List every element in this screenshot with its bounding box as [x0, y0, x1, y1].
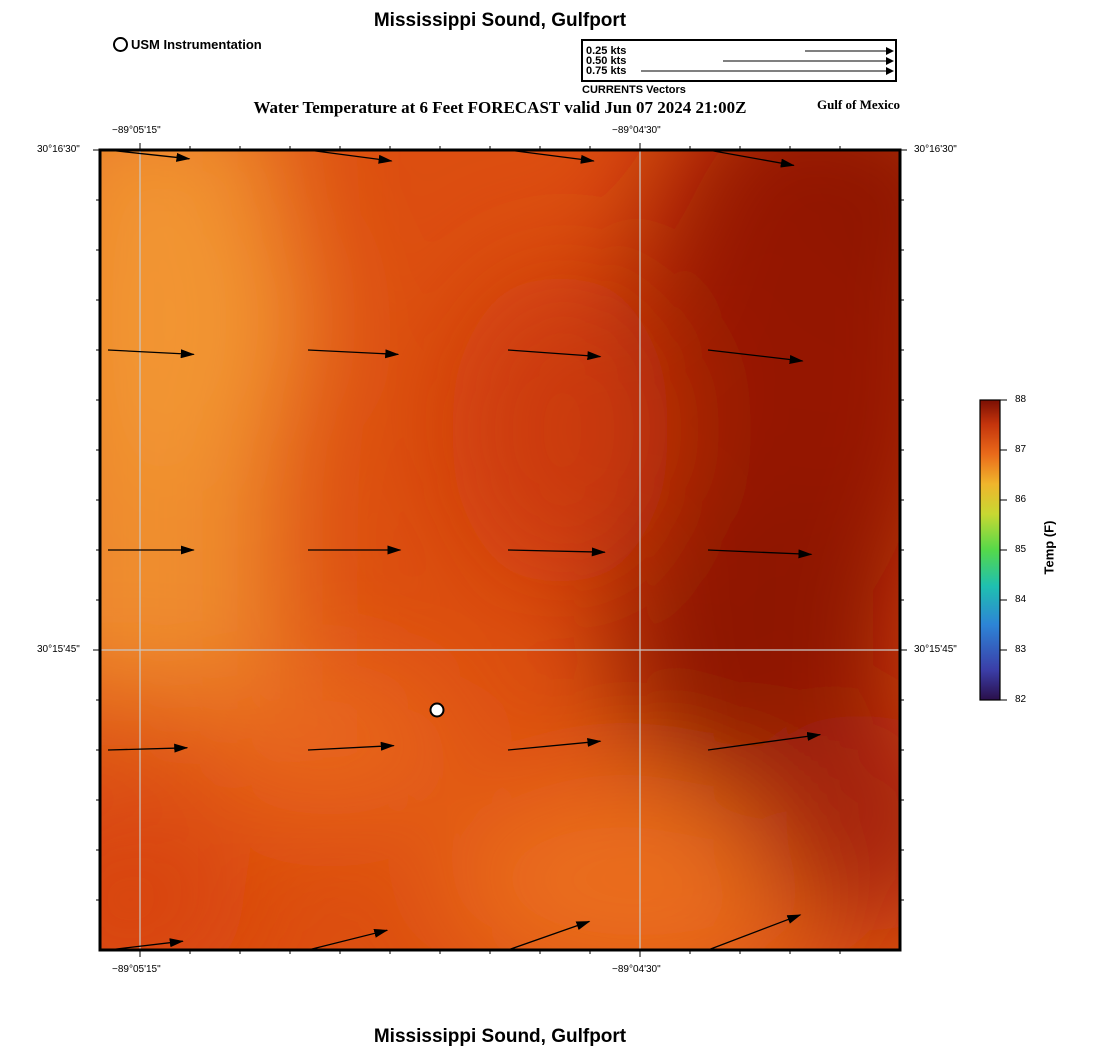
current-vector-arrow: [307, 149, 393, 164]
station-legend-label: USM Instrumentation: [131, 37, 262, 52]
vector-scale-label: 0.25 kts: [586, 45, 627, 57]
current-vectors: [107, 149, 822, 951]
lat-label-left: 30°15'45": [37, 644, 80, 655]
current-vector-arrow: [107, 349, 195, 359]
lon-label-bottom: −89°05'15": [112, 964, 161, 975]
lon-label-top: −89°04'30": [612, 125, 661, 136]
colorbar-tick-label: 87: [1015, 444, 1027, 455]
footer-title: Mississippi Sound, Gulfport: [373, 1026, 627, 1047]
region-label: Gulf of Mexico: [816, 97, 900, 112]
map-subtitle: Water Temperature at 6 Feet FORECAST val…: [253, 98, 747, 117]
lon-label-top: −89°05'15": [112, 125, 161, 136]
colorbar-tick-label: 88: [1015, 394, 1027, 405]
current-vector-arrow: [307, 741, 395, 751]
current-vector-arrow: [307, 928, 389, 951]
current-vector-arrow: [507, 737, 602, 751]
map-title: Mississippi Sound, Gulfport: [373, 10, 627, 31]
current-vector-arrow: [507, 149, 595, 164]
colorbar: [979, 399, 1001, 701]
vector-caption: CURRENTS Vectors: [582, 84, 686, 96]
vector-scale-arrows: [641, 47, 894, 75]
lon-label-bottom: −89°04'30": [612, 964, 661, 975]
current-vector-arrow: [707, 149, 795, 168]
current-vector-arrow: [707, 731, 822, 751]
colorbar-tick-label: 86: [1015, 494, 1027, 505]
colorbar-tick-label: 84: [1015, 594, 1027, 605]
vector-scale-legend: 0.25 kts 0.50 kts 0.75 kts: [581, 39, 897, 82]
colorbar-tick-label: 83: [1015, 644, 1027, 655]
vector-scale-label: 0.75 kts: [586, 65, 627, 77]
current-vector-arrow: [507, 547, 606, 557]
current-vector-arrow: [107, 149, 191, 162]
vector-scale-label: 0.50 kts: [586, 55, 627, 67]
colorbar-tick-label: 85: [1015, 544, 1027, 555]
temperature-field: [100, 150, 900, 950]
current-vector-arrow: [707, 549, 813, 559]
colorbar-tick-label: 82: [1015, 694, 1027, 705]
current-vector-arrow: [107, 938, 184, 951]
lat-label-right: 30°15'45": [914, 644, 957, 655]
current-vector-arrow: [507, 920, 591, 951]
frame-ticks: [93, 143, 907, 957]
current-vector-arrow: [307, 349, 400, 359]
station-legend: USM Instrumentation: [113, 37, 262, 52]
colorbar-label: Temp (F): [1041, 520, 1057, 575]
current-vector-arrow: [707, 914, 802, 951]
usm-station-marker: [429, 702, 445, 718]
current-vector-arrow: [107, 743, 189, 753]
current-vector-arrow: [707, 349, 804, 364]
lat-label-left: 30°16'30": [37, 144, 80, 155]
lat-label-right: 30°16'30": [914, 144, 957, 155]
current-vector-arrow: [507, 349, 602, 361]
colorbar-ticks: [1000, 399, 1007, 701]
station-marker-icon: [113, 37, 128, 52]
